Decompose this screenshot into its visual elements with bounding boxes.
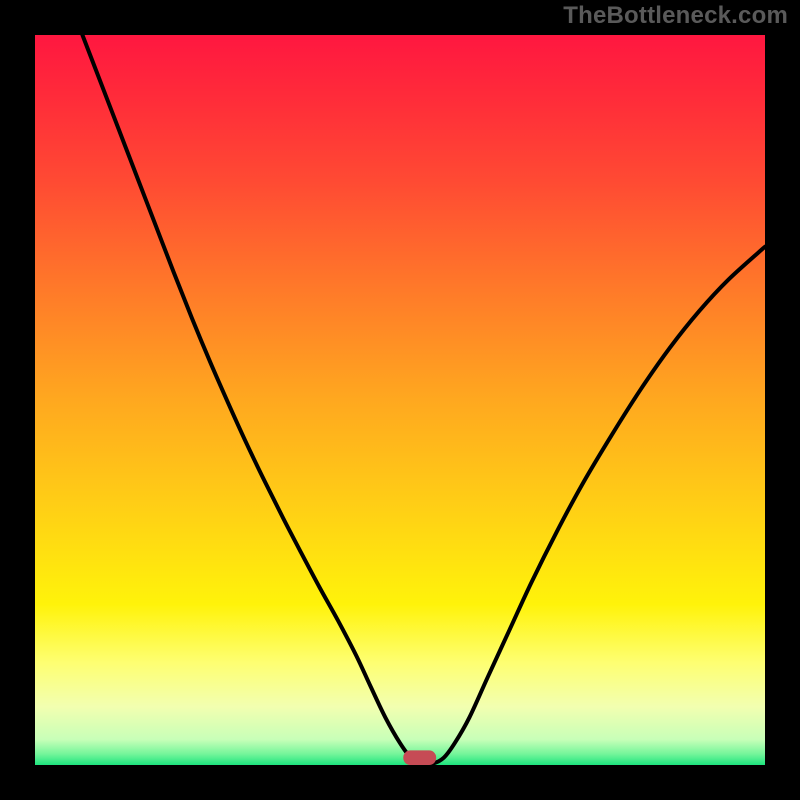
watermark-label: TheBottleneck.com	[563, 2, 788, 29]
plot-background	[35, 35, 765, 765]
chart-frame: TheBottleneck.com	[0, 0, 800, 800]
watermark-text: TheBottleneck.com	[563, 2, 788, 30]
optimal-point-marker	[403, 750, 436, 765]
chart-svg	[0, 0, 800, 800]
